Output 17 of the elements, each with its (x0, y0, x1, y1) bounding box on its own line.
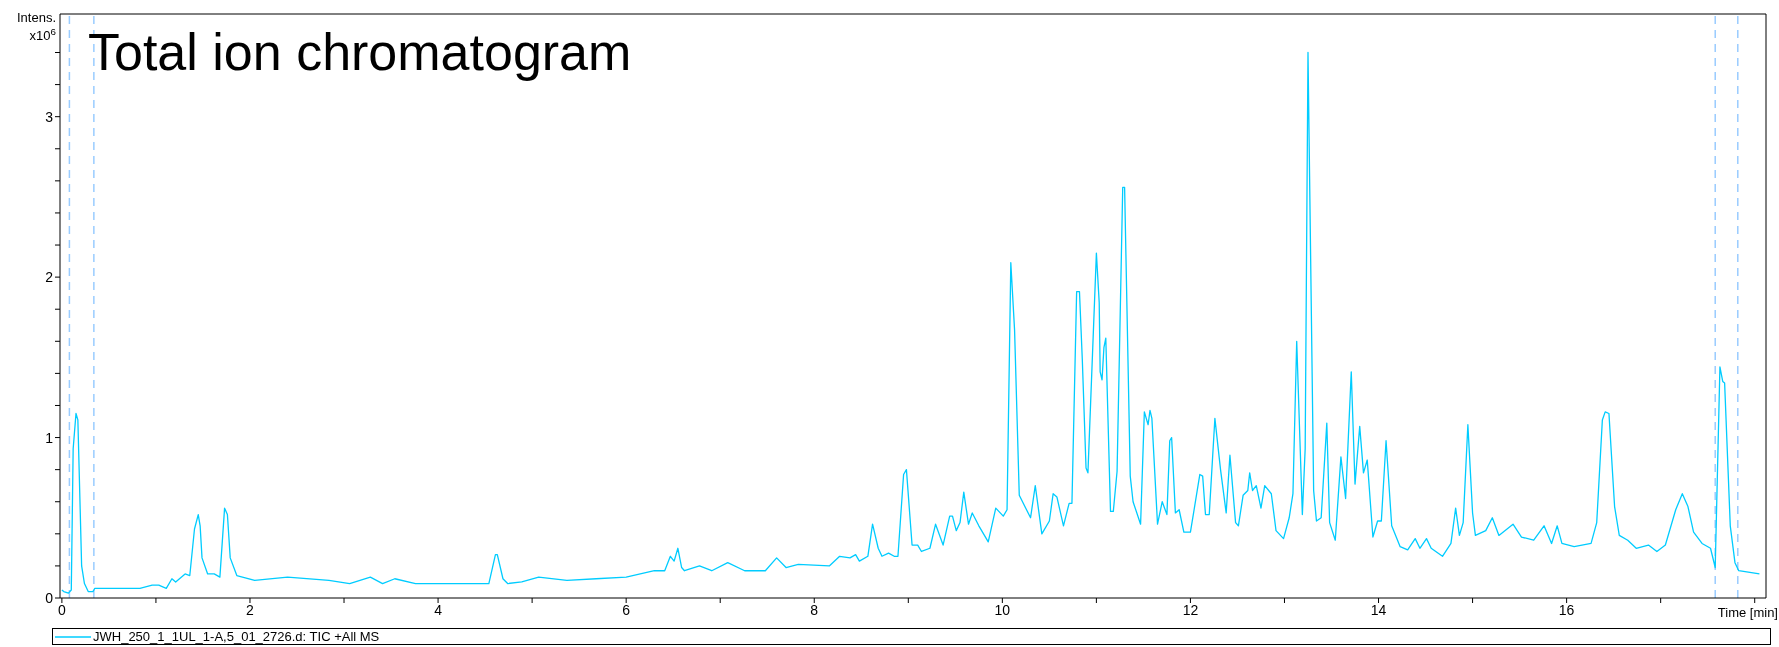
y-axis-title: Intens. x10$^{6}$ (16, 10, 56, 43)
x-tick-label: 4 (434, 601, 443, 618)
x-tick-label: 16 (1558, 601, 1575, 618)
x-tick-label: 2 (246, 601, 255, 618)
x-axis-title: Time [min] (1717, 605, 1778, 620)
x-tick-label: 12 (1182, 601, 1199, 618)
x-tick-label: 6 (622, 601, 631, 618)
legend-label: JWH_250_1_1UL_1-A,5_01_2726.d: TIC +All MS (93, 629, 380, 644)
x-tick-label: 8 (810, 601, 819, 618)
chart-title: Total ion chromatogram (88, 22, 632, 82)
x-tick-label: 0 (57, 601, 66, 618)
x-tick-label: 10 (994, 601, 1011, 618)
y-tick-label: 3 (45, 108, 54, 125)
y-tick-label: 0 (45, 589, 54, 606)
x-tick-label: 14 (1370, 601, 1387, 618)
y-tick-label: 2 (45, 269, 54, 286)
y-tick-label: 1 (45, 429, 54, 446)
